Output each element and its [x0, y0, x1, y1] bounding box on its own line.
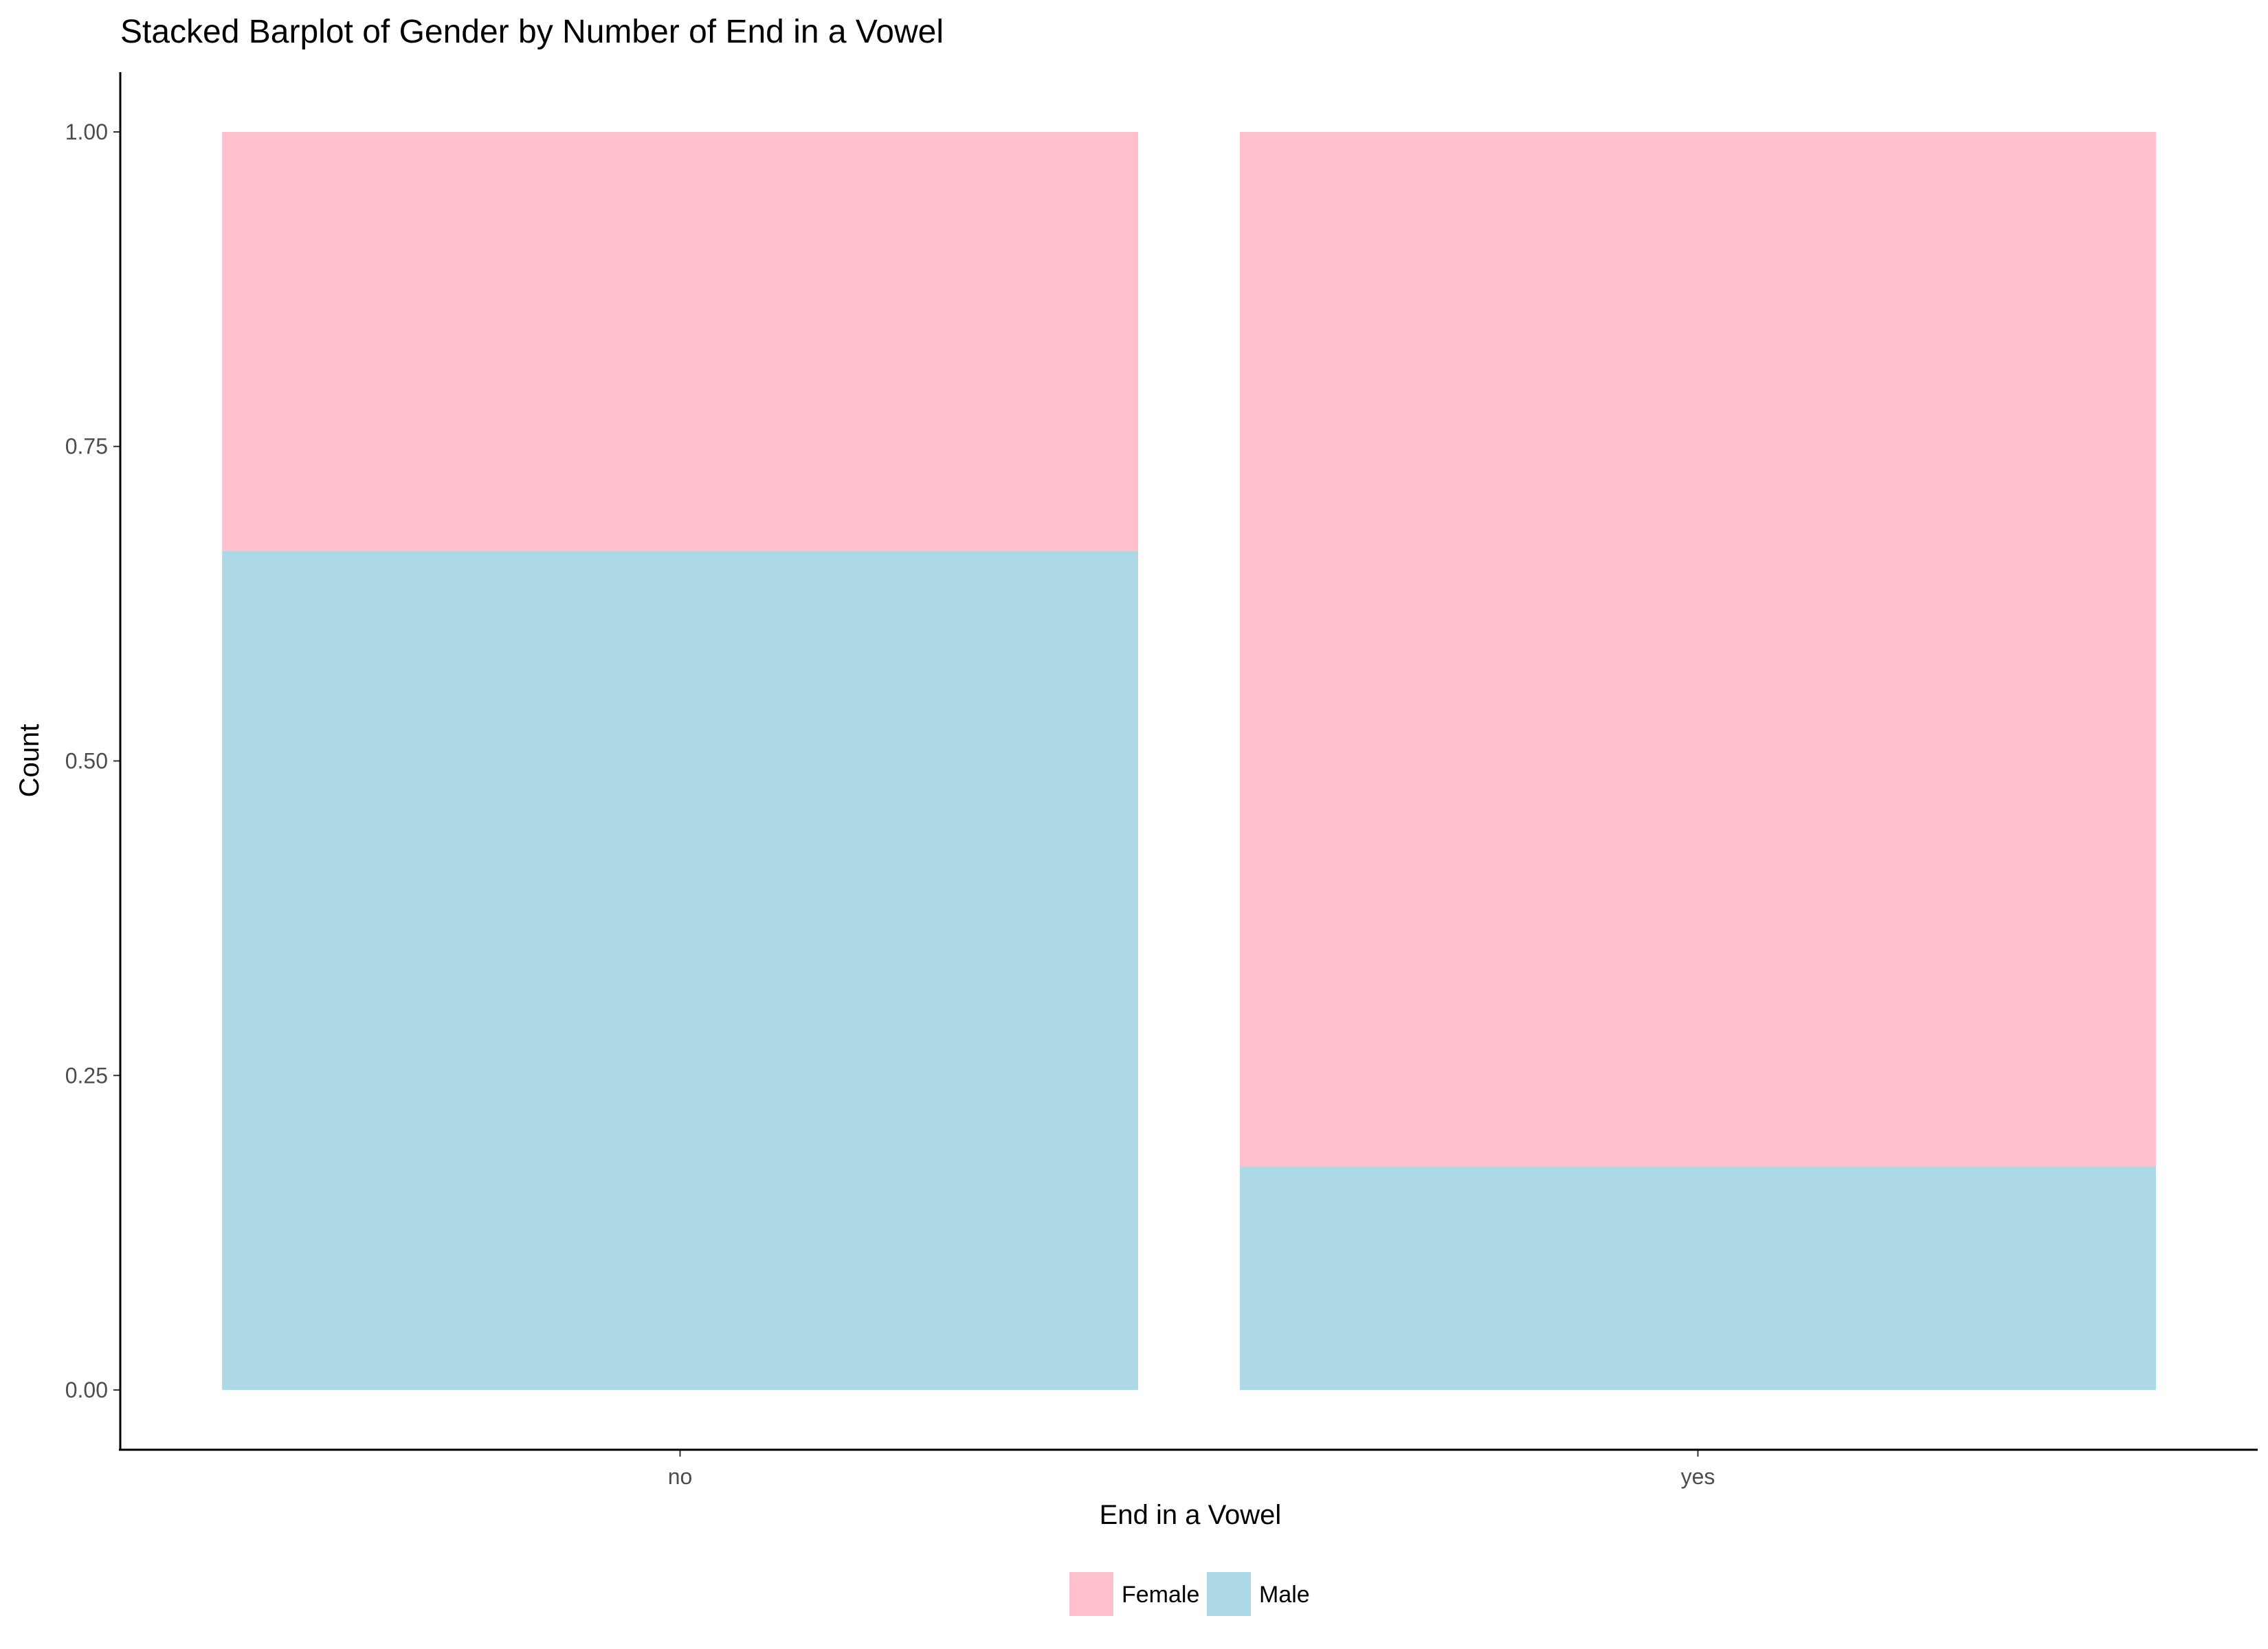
y-tick-label: 0.50 — [65, 749, 108, 774]
chart-title: Stacked Barplot of Gender by Number of E… — [120, 14, 944, 50]
y-tick-label: 0.75 — [65, 434, 108, 459]
legend-key-female — [1069, 1572, 1113, 1616]
x-axis-ticks: no yes — [668, 1450, 1715, 1489]
y-axis-ticks: 0.00 0.25 0.50 0.75 1.00 — [65, 120, 120, 1402]
y-tick-label: 1.00 — [65, 120, 108, 144]
bar-no-female — [222, 131, 1138, 551]
y-tick-label: 0.00 — [65, 1378, 108, 1402]
bar-yes-male — [1240, 1166, 2156, 1391]
legend-key-male — [1207, 1572, 1251, 1616]
x-axis-title: End in a Vowel — [1100, 1500, 1282, 1530]
x-tick-label: yes — [1681, 1464, 1715, 1489]
y-axis-title: Count — [14, 724, 45, 798]
bar-yes-female — [1240, 131, 2156, 1167]
legend-label-female: Female — [1122, 1582, 1199, 1608]
x-tick-label: no — [668, 1464, 693, 1489]
y-tick-label: 0.25 — [65, 1063, 108, 1088]
bar-no-male — [222, 550, 1138, 1391]
legend-label-male: Male — [1259, 1582, 1310, 1608]
plot-area — [222, 131, 2156, 1391]
legend: Female Male — [1069, 1572, 1310, 1616]
